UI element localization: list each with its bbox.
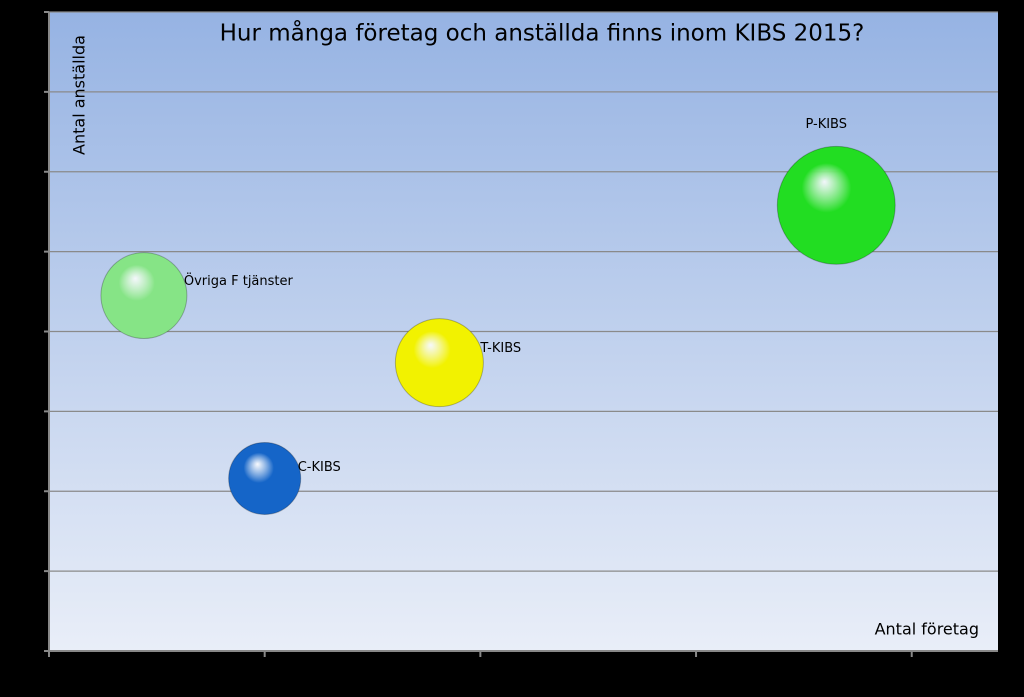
bubble-label: T-KIBS: [479, 341, 521, 356]
bubble: [100, 252, 188, 340]
y-axis-title: Antal anställda: [70, 35, 89, 155]
bubble-label: Övriga F tjänster: [184, 272, 294, 289]
bubble-label: P-KIBS: [805, 117, 847, 132]
bubble-label: C-KIBS: [298, 460, 341, 475]
bubble: [776, 145, 896, 265]
bubble: [228, 441, 302, 515]
bubble: [394, 318, 484, 408]
x-axis-title: Antal företag: [875, 620, 979, 639]
chart-title: Hur många företag och anställda finns in…: [220, 19, 865, 47]
